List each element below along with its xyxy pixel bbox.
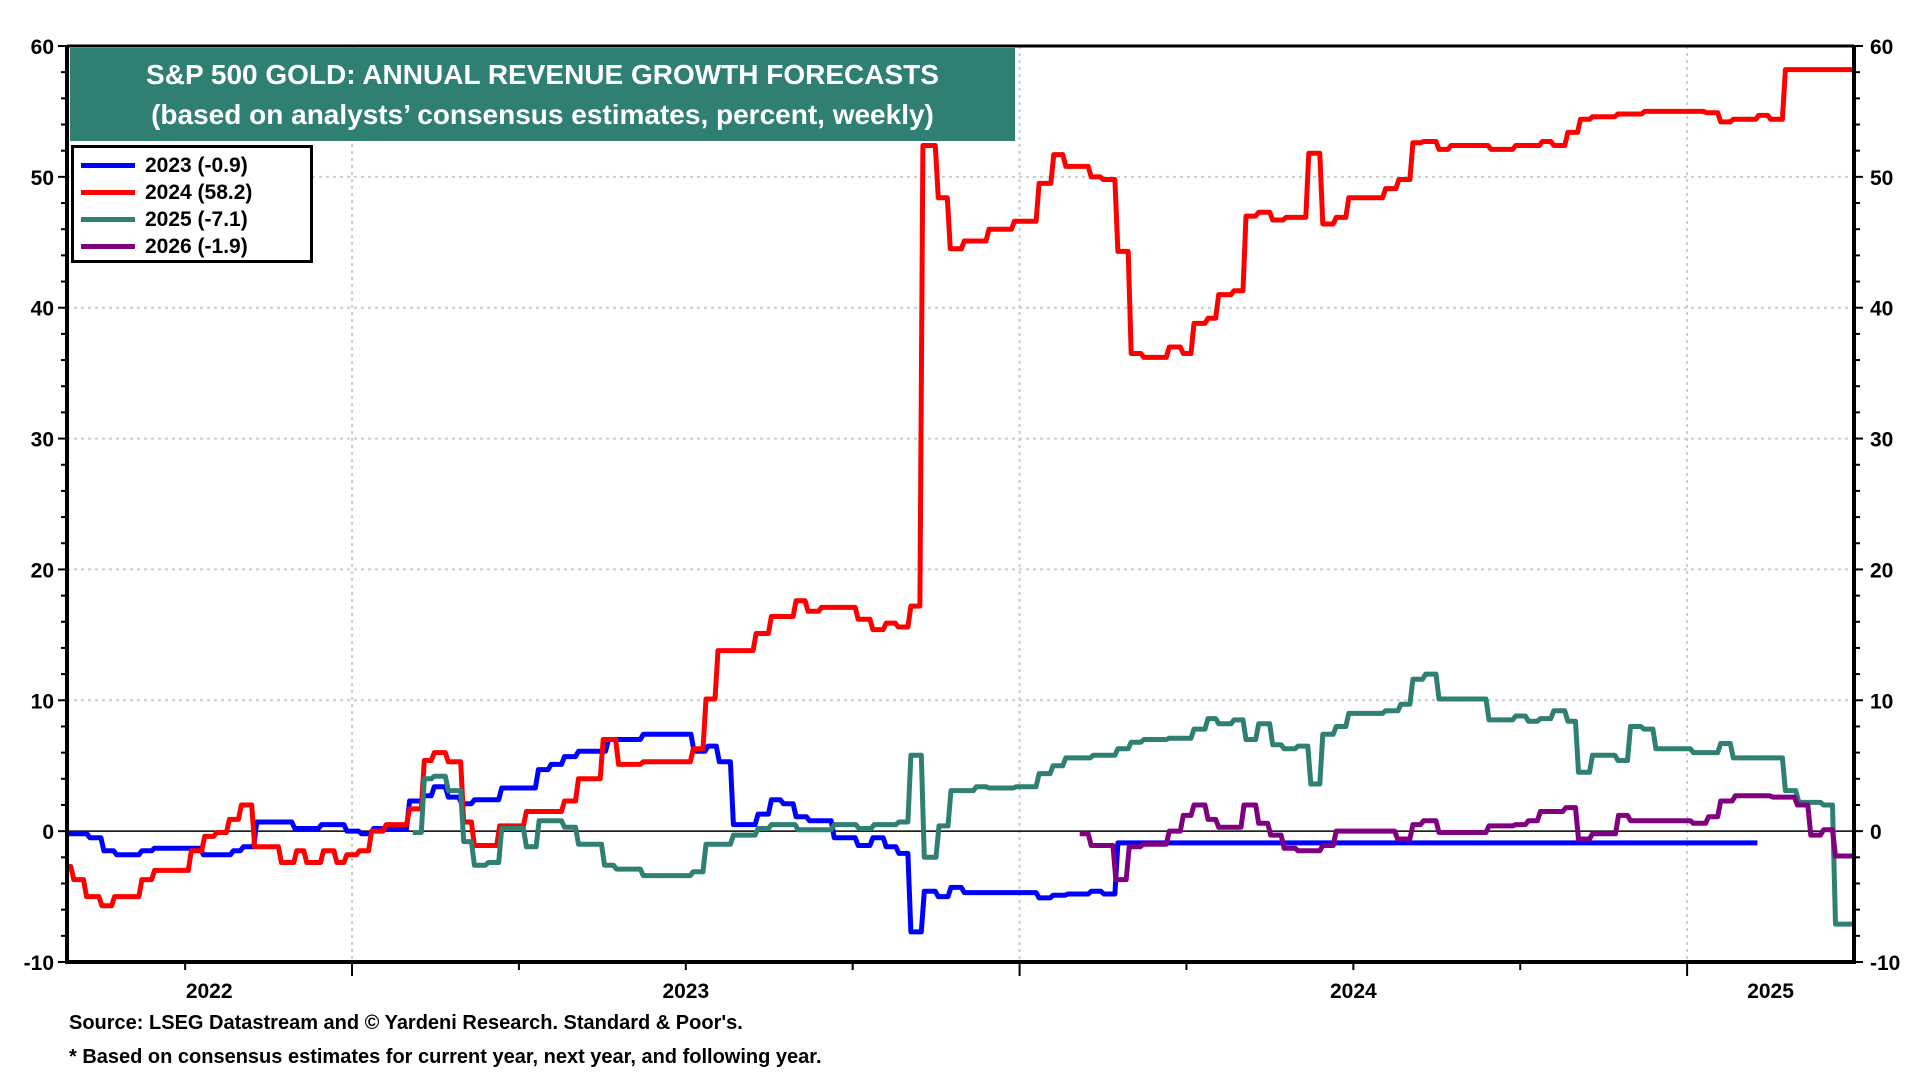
y-tick-label-right: 50	[1870, 167, 1893, 190]
legend-label-2023: 2023 (-0.9)	[145, 153, 248, 177]
y-tick-label-left: 20	[31, 559, 54, 582]
chart-title-box: S&P 500 GOLD: ANNUAL REVENUE GROWTH FORE…	[70, 48, 1015, 141]
legend-item-2023: 2023 (-0.9)	[81, 152, 310, 179]
legend-item-2025: 2025 (-7.1)	[81, 206, 310, 233]
y-tick-label-right: 0	[1870, 821, 1882, 844]
legend-item-2024: 2024 (58.2)	[81, 179, 310, 206]
legend-swatch-2026	[81, 244, 135, 249]
y-tick-label-left: 0	[42, 821, 54, 844]
y-tick-label-left: -10	[24, 952, 54, 975]
y-tick-label-right: 10	[1870, 690, 1893, 713]
y-tick-label-left: 50	[31, 167, 54, 190]
chart-subtitle: (based on analysts’ consensus estimates,…	[151, 99, 934, 130]
y-tick-label-left: 40	[31, 298, 54, 321]
legend-label-2024: 2024 (58.2)	[145, 180, 253, 204]
legend-item-2026: 2026 (-1.9)	[81, 233, 310, 260]
legend-swatch-2025	[81, 217, 135, 222]
x-tick-label-2023: 2023	[662, 980, 709, 1003]
axes	[65, 44, 1856, 964]
series-line-2026	[1079, 793, 1854, 883]
series-line-2024	[67, 67, 1854, 909]
legend: 2023 (-0.9) 2024 (58.2) 2025 (-7.1) 2026…	[71, 145, 313, 263]
y-tick-label-left: 10	[31, 690, 54, 713]
y-tick-label-right: 20	[1870, 559, 1893, 582]
series-lines	[67, 67, 1854, 935]
legend-swatch-2024	[81, 190, 135, 195]
chart-title: S&P 500 GOLD: ANNUAL REVENUE GROWTH FORE…	[146, 59, 939, 90]
x-tick-label-2022: 2022	[186, 980, 233, 1003]
y-tick-label-left: 60	[31, 36, 54, 59]
x-tick-label-2025: 2025	[1747, 980, 1794, 1003]
source-note: Source: LSEG Datastream and © Yardeni Re…	[69, 1012, 743, 1034]
legend-swatch-2023	[81, 163, 135, 168]
y-tick-label-right: 40	[1870, 298, 1893, 321]
y-tick-label-right: 60	[1870, 36, 1893, 59]
x-tick-label-2024: 2024	[1330, 980, 1377, 1003]
legend-label-2026: 2026 (-1.9)	[145, 234, 248, 258]
y-tick-label-right: -10	[1870, 952, 1900, 975]
legend-label-2025: 2025 (-7.1)	[145, 207, 248, 231]
footnote: * Based on consensus estimates for curre…	[69, 1046, 822, 1068]
tick-labels: -10 -10 0 0 10 10 20 20 30 30 40 40 50 50 60 60 2022 2023…	[24, 36, 1901, 1003]
grid	[67, 46, 1854, 962]
ticks	[58, 45, 1863, 976]
y-tick-label-right: 30	[1870, 429, 1893, 452]
series-line-2025	[412, 671, 1854, 927]
y-tick-label-left: 30	[31, 429, 54, 452]
